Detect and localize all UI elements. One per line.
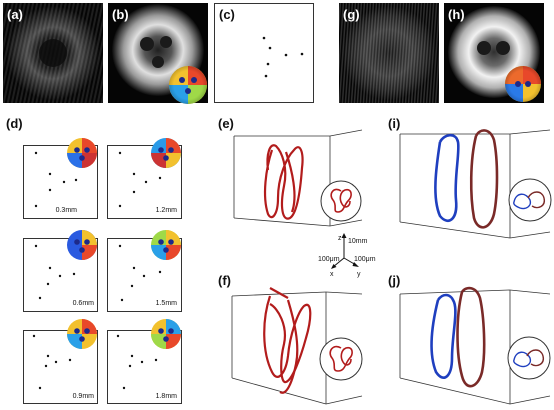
axis-y-label: y [357, 271, 361, 278]
distance-label: 0.9mm [73, 393, 95, 400]
distance-box-1: 0.3mm [23, 138, 98, 219]
distance-label: 0.6mm [73, 300, 95, 307]
panel-label-j: (j) [388, 273, 400, 288]
knot-trefoil-f [263, 287, 312, 394]
panel-label-e: (e) [218, 116, 234, 131]
panel-label-c: (c) [219, 7, 235, 22]
panel-label-a: (a) [7, 7, 23, 22]
panel-e [233, 129, 363, 227]
panel-label-f: (f) [218, 273, 231, 288]
axis-triad: z 10mm 100μm 100μm x y [318, 233, 376, 278]
distance-label: 1.2mm [156, 207, 178, 214]
phase-inset-h [505, 66, 541, 102]
axis-z-label: z [338, 235, 342, 242]
panel-label-i: (i) [388, 116, 400, 131]
panel-f [231, 287, 363, 405]
link-blue-j [430, 293, 457, 379]
panel-i [399, 129, 552, 239]
link-brown-j [456, 286, 486, 388]
axis-x-label: x [330, 271, 334, 278]
link-blue-i [434, 133, 460, 222]
link-brown-i [469, 129, 499, 229]
knot-trefoil-e [263, 144, 304, 220]
panel-label-d: (d) [6, 116, 23, 131]
panel-h: (h) [444, 3, 544, 103]
panel-label-g: (g) [343, 7, 360, 22]
axis-x-scale: 100μm [318, 256, 340, 263]
distance-box-4: 1.5mm [107, 230, 182, 312]
distance-box-5: 0.9mm [23, 319, 98, 404]
phase-inset-b [169, 66, 207, 104]
distance-label: 1.5mm [156, 300, 178, 307]
distance-box-2: 1.2mm [107, 138, 182, 219]
distance-label: 0.3mm [56, 207, 78, 214]
panel-d-grid: 0.3mm 1.2mm [23, 138, 182, 404]
axis-y-scale: 100μm [354, 256, 376, 263]
panel-g: (g) [339, 3, 439, 103]
panel-b: (b) [108, 3, 208, 104]
panel-label-b: (b) [112, 7, 129, 22]
distance-box-6: 1.8mm [107, 319, 182, 404]
panel-j [399, 286, 551, 405]
panel-c: (c) [214, 3, 314, 103]
distance-label: 1.8mm [156, 393, 178, 400]
panel-label-h: (h) [448, 7, 465, 22]
panel-a: (a) [3, 3, 103, 103]
distance-box-3: 0.6mm [23, 230, 98, 312]
axis-z-scale: 10mm [348, 238, 368, 245]
